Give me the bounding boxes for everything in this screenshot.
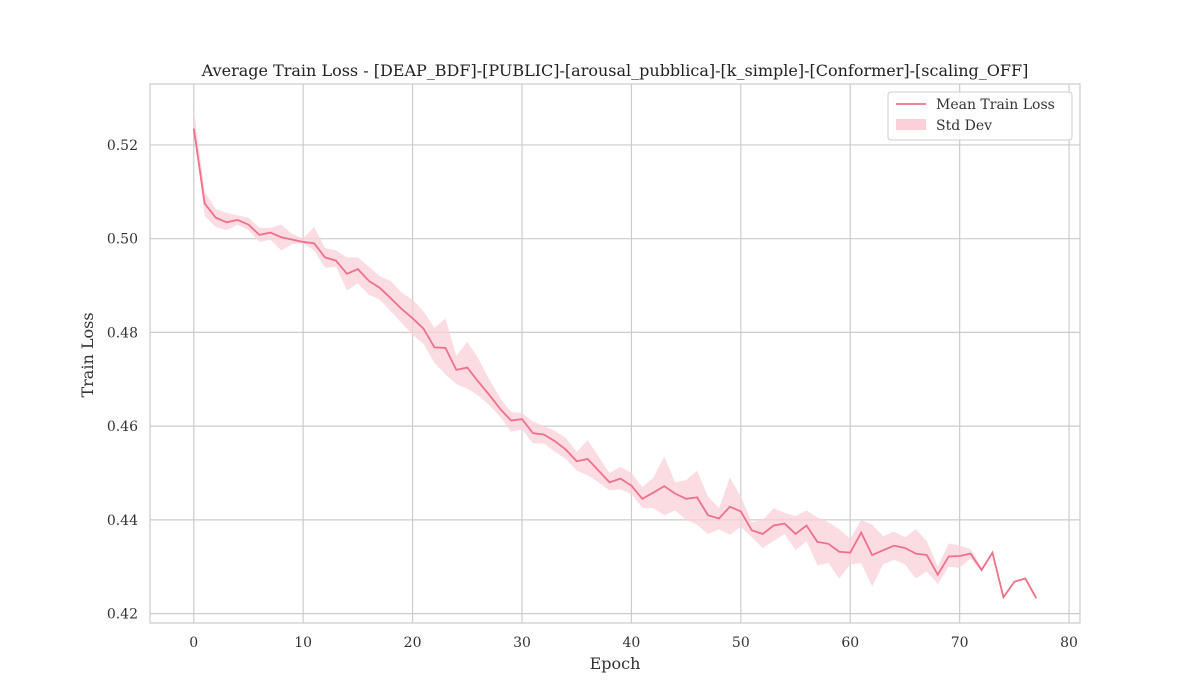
x-tick-label: 40 bbox=[622, 635, 640, 651]
plot-frame bbox=[149, 83, 1081, 624]
legend-band-swatch bbox=[896, 119, 926, 130]
y-tick-label: 0.44 bbox=[107, 513, 138, 529]
x-tick-label: 0 bbox=[189, 635, 198, 651]
y-tick-label: 0.52 bbox=[107, 138, 138, 154]
x-tick-label: 20 bbox=[404, 635, 422, 651]
x-tick-label: 80 bbox=[1060, 635, 1078, 651]
x-tick-label: 70 bbox=[951, 635, 969, 651]
x-tick-labels: 0 10 20 30 40 50 60 70 80 bbox=[189, 635, 1078, 651]
y-tick-label: 0.50 bbox=[107, 232, 138, 248]
grid-lines bbox=[150, 84, 1080, 623]
x-tick-label: 60 bbox=[841, 635, 859, 651]
x-tick-label: 50 bbox=[732, 635, 750, 651]
legend-label-mean: Mean Train Loss bbox=[936, 97, 1055, 113]
legend-box bbox=[887, 91, 1073, 141]
legend: Mean Train Loss Std Dev bbox=[887, 91, 1073, 141]
y-tick-label: 0.46 bbox=[107, 419, 138, 435]
x-tick-label: 10 bbox=[294, 635, 312, 651]
x-tick-label: 30 bbox=[513, 635, 531, 651]
x-axis-label: Epoch bbox=[590, 654, 641, 673]
y-axis-label: Train Loss bbox=[78, 312, 97, 397]
y-tick-label: 0.42 bbox=[107, 607, 138, 623]
y-tick-labels: 0.42 0.44 0.46 0.48 0.50 0.52 bbox=[107, 138, 138, 623]
std-dev-band bbox=[193, 109, 982, 587]
mean-train-loss-line bbox=[192, 128, 1038, 600]
y-tick-label: 0.48 bbox=[107, 325, 138, 341]
chart-title: Average Train Loss - [DEAP_BDF]-[PUBLIC]… bbox=[201, 61, 1029, 80]
legend-label-std: Std Dev bbox=[936, 118, 992, 134]
